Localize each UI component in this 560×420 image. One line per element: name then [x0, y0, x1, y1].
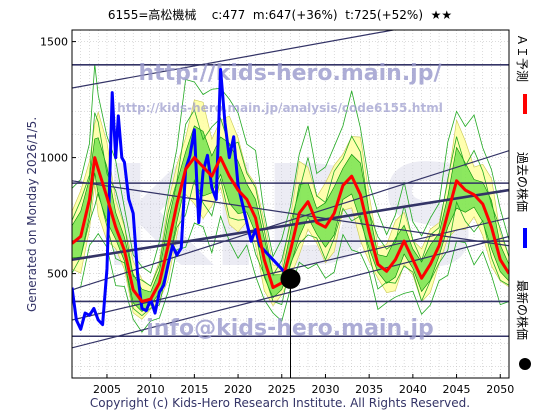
y-axis-ticks: 500 1000 1500 [40, 36, 76, 281]
y-tick-label: 1500 [40, 36, 68, 49]
latest-marker [280, 268, 301, 378]
current-price: c:477 [211, 8, 246, 22]
y-tick-label: 500 [47, 268, 68, 281]
x-tick-label: 2035 [355, 383, 383, 396]
stock-name: 6155=高松機械 [107, 8, 197, 22]
x-tick-label: 2040 [399, 383, 427, 396]
forecast-line [72, 156, 509, 303]
legend-past-swatch [523, 228, 527, 248]
x-tick-label: 2050 [486, 383, 514, 396]
x-tick-label: 2020 [224, 383, 252, 396]
legend-past: 過去の株価 [515, 152, 529, 213]
x-tick-label: 2010 [137, 383, 165, 396]
x-tick-label: 2005 [93, 383, 121, 396]
x-tick-label: 2045 [443, 383, 471, 396]
watermark-analysis-url: http://kids-hero.main.jp/analysis/code61… [117, 101, 443, 115]
past-price-line [72, 67, 288, 331]
legend-latest-dot [519, 358, 531, 370]
x-tick-label: 2030 [311, 383, 339, 396]
mid-target: m:647(+36%) [252, 8, 338, 22]
watermark-url: http://kids-hero.main.jp/ [138, 61, 442, 86]
band-curve [72, 214, 509, 333]
price-lines [72, 67, 509, 331]
x-tick-label: 2015 [180, 383, 208, 396]
x-axis-ticks: 2005 2010 2015 2020 2025 2030 2035 2040 2045 2050 [93, 374, 514, 396]
trend-line [72, 30, 397, 89]
legend-forecast: ＡＩ予測 [515, 34, 529, 83]
x-tick-label: 2025 [268, 383, 296, 396]
rating-stars: ★★ [430, 8, 453, 22]
long-target: t:725(+52%) [345, 8, 424, 22]
chart-title: 6155=高松機械 c:477 m:647(+36%) t:725(+52%) … [0, 6, 560, 23]
copyright: Copyright (c) Kids-Hero Research Institu… [89, 396, 471, 410]
plot-frame [71, 29, 510, 379]
y-tick-label: 1000 [40, 152, 68, 165]
trend-line [72, 150, 509, 291]
latest-point [280, 268, 301, 289]
legend-latest: 最新の株価 [515, 280, 529, 341]
legend-forecast-swatch [523, 94, 527, 114]
trend-line [72, 188, 509, 261]
band-inner [72, 125, 509, 312]
